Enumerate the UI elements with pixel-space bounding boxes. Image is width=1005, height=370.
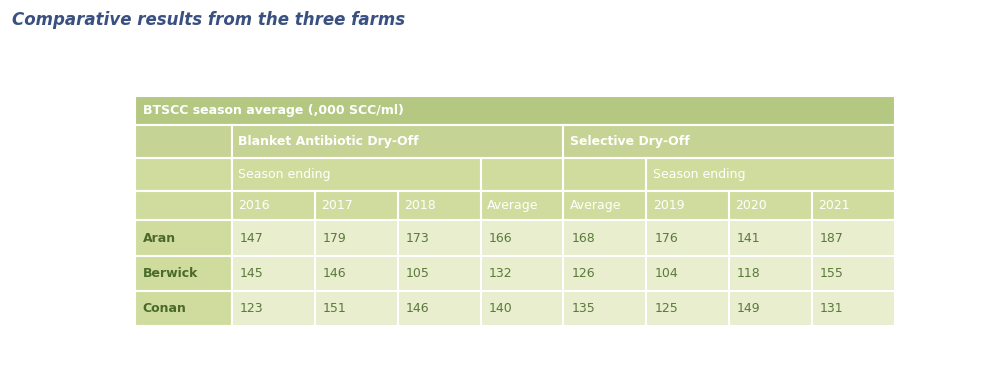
Bar: [564, 158, 646, 191]
Bar: [232, 158, 480, 191]
Bar: [232, 125, 564, 158]
Text: 146: 146: [323, 267, 346, 280]
Text: 2016: 2016: [238, 199, 269, 212]
Text: Comparative results from the three farms: Comparative results from the three farms: [12, 11, 405, 29]
Text: 141: 141: [737, 232, 761, 245]
Text: Berwick: Berwick: [143, 267, 198, 280]
Text: 105: 105: [405, 267, 429, 280]
Bar: [135, 191, 232, 221]
Text: 151: 151: [323, 302, 347, 315]
Bar: [398, 291, 480, 326]
Bar: [812, 191, 895, 221]
Bar: [135, 221, 232, 256]
Bar: [480, 221, 564, 256]
Bar: [812, 221, 895, 256]
Bar: [135, 125, 232, 158]
Bar: [564, 256, 646, 291]
Text: 123: 123: [239, 302, 263, 315]
Bar: [480, 291, 564, 326]
Bar: [135, 291, 232, 326]
Bar: [315, 191, 398, 221]
Text: Average: Average: [570, 199, 621, 212]
Text: 145: 145: [239, 267, 263, 280]
Text: 168: 168: [571, 232, 595, 245]
Text: 176: 176: [654, 232, 678, 245]
Text: 2021: 2021: [818, 199, 850, 212]
Text: Season ending: Season ending: [238, 168, 331, 181]
Bar: [135, 256, 232, 291]
Text: 2019: 2019: [652, 199, 684, 212]
Bar: [564, 291, 646, 326]
Bar: [646, 158, 895, 191]
Text: 118: 118: [737, 267, 761, 280]
Text: 147: 147: [239, 232, 263, 245]
Bar: [730, 191, 812, 221]
Text: 2017: 2017: [321, 199, 353, 212]
Text: 179: 179: [323, 232, 347, 245]
Text: 125: 125: [654, 302, 678, 315]
Text: 140: 140: [488, 302, 513, 315]
Text: 126: 126: [571, 267, 595, 280]
Bar: [564, 221, 646, 256]
Bar: [398, 221, 480, 256]
Text: 132: 132: [488, 267, 512, 280]
Bar: [232, 291, 315, 326]
Bar: [480, 158, 564, 191]
Bar: [480, 256, 564, 291]
Text: 2018: 2018: [404, 199, 435, 212]
Bar: [646, 291, 730, 326]
Text: 187: 187: [820, 232, 844, 245]
Text: Aran: Aran: [143, 232, 176, 245]
Text: 146: 146: [405, 302, 429, 315]
Bar: [646, 221, 730, 256]
Text: Selective Dry-Off: Selective Dry-Off: [570, 135, 689, 148]
Bar: [564, 125, 895, 158]
Text: 149: 149: [737, 302, 761, 315]
Text: Conan: Conan: [143, 302, 187, 315]
Bar: [730, 221, 812, 256]
Text: 155: 155: [820, 267, 844, 280]
Bar: [135, 158, 232, 191]
Bar: [398, 191, 480, 221]
Bar: [315, 256, 398, 291]
Bar: [646, 191, 730, 221]
Bar: [646, 256, 730, 291]
Text: 104: 104: [654, 267, 678, 280]
Bar: [730, 291, 812, 326]
Bar: [730, 256, 812, 291]
Bar: [812, 256, 895, 291]
Text: Average: Average: [486, 199, 539, 212]
Bar: [232, 221, 315, 256]
Bar: [812, 291, 895, 326]
Bar: [315, 291, 398, 326]
Text: Blanket Antibiotic Dry-Off: Blanket Antibiotic Dry-Off: [238, 135, 419, 148]
Text: 2020: 2020: [736, 199, 767, 212]
Text: Season ending: Season ending: [652, 168, 745, 181]
Text: 135: 135: [571, 302, 595, 315]
Bar: [232, 191, 315, 221]
Bar: [135, 96, 895, 125]
Bar: [315, 221, 398, 256]
Bar: [398, 256, 480, 291]
Text: 173: 173: [405, 232, 429, 245]
Bar: [232, 256, 315, 291]
Text: 166: 166: [488, 232, 512, 245]
Bar: [564, 191, 646, 221]
Bar: [480, 191, 564, 221]
Text: 131: 131: [820, 302, 843, 315]
Text: BTSCC season average (,000 SCC/ml): BTSCC season average (,000 SCC/ml): [143, 104, 404, 117]
